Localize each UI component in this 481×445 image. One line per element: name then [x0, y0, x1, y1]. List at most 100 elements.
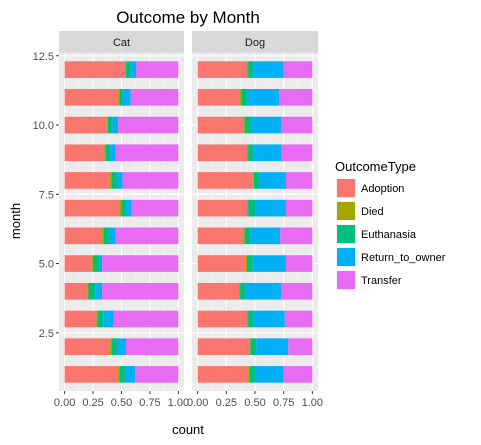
bar-segment-euthanasia	[119, 89, 123, 106]
bar-segment-transfer	[280, 227, 313, 245]
y-tick-label: 10.0	[33, 120, 54, 132]
bar-segment-euthanasia	[253, 172, 260, 189]
bar-segment-adoption	[197, 172, 253, 189]
bar-segment-return-to-owner	[126, 199, 132, 217]
bar-segment-return-to-owner	[124, 366, 136, 383]
y-axis: 2.5 5.0 7.5 10.0 12.5	[33, 51, 59, 340]
bar-segment-transfer	[126, 338, 179, 355]
bar-segment-transfer	[118, 116, 179, 134]
bar-segment-euthanasia	[249, 366, 255, 383]
bar-segment-died	[104, 144, 106, 162]
legend-title: OutcomeType	[335, 159, 416, 174]
bar-segment-died	[246, 144, 249, 162]
bar-segment-transfer	[130, 89, 179, 106]
bar-segment-died	[124, 61, 127, 78]
y-tick-label: 5.0	[39, 259, 54, 271]
bar-segment-adoption	[64, 310, 97, 328]
bar-segment-transfer	[281, 144, 313, 162]
bar-segment-transfer	[281, 282, 313, 300]
x-tick-label: 0.25	[216, 397, 237, 409]
legend-label: Euthanasia	[361, 229, 417, 241]
x-axes: 0.00 0.25 0.50 0.75 1.000.00 0.25 0.50 0.75 1.00	[54, 391, 323, 409]
legend-key	[337, 179, 355, 197]
bar-segment-transfer	[102, 255, 179, 272]
bar-segment-euthanasia	[248, 310, 254, 328]
bar-segment-transfer	[113, 310, 179, 328]
bar-segment-euthanasia	[111, 172, 117, 189]
bar-segment-died	[110, 172, 112, 189]
bar-segment-adoption	[197, 144, 247, 162]
bar-segment-adoption	[197, 255, 246, 272]
bar-segment-adoption	[197, 89, 241, 106]
x-tick-label: 0.25	[82, 397, 103, 409]
bar-segment-transfer	[136, 61, 179, 78]
x-tick-label: 0.50	[111, 397, 132, 409]
legend-entries: Adoption Died Euthanasia Return_to_owner Tra…	[336, 178, 446, 290]
bar-segment-adoption	[64, 366, 119, 383]
legend-label: Return_to_owner	[361, 252, 446, 264]
legend-entry-transfer: Transfer	[336, 270, 402, 290]
bar-segment-return-to-owner	[112, 116, 119, 134]
facet-strip	[192, 31, 318, 53]
bar-segment-died	[87, 282, 89, 300]
bar-segment-adoption	[64, 282, 88, 300]
bar-segment-died	[91, 255, 94, 272]
bar-segment-transfer	[115, 144, 179, 162]
bar-segment-adoption	[64, 338, 111, 355]
bar-segment-transfer	[285, 255, 313, 272]
bar-segment-adoption	[64, 255, 92, 272]
panel-cat: Cat	[59, 31, 184, 391]
bar-segment-return-to-owner	[255, 199, 286, 217]
bar-segment-transfer	[283, 366, 313, 383]
bar-segment-euthanasia	[240, 282, 246, 300]
x-tick-label: 1.00	[168, 397, 189, 409]
panel-dog: Dog	[192, 31, 318, 391]
bar-segment-died	[246, 199, 249, 217]
bar-segment-return-to-owner	[110, 144, 116, 162]
bar-segment-euthanasia	[244, 116, 252, 134]
bar-segment-euthanasia	[111, 338, 117, 355]
bar-segment-euthanasia	[105, 144, 111, 162]
legend-entry-adoption: Adoption	[336, 178, 404, 198]
bar-segment-return-to-owner	[245, 282, 282, 300]
facet-strip	[59, 31, 184, 53]
legend-label: Transfer	[361, 275, 402, 287]
bar-segment-adoption	[197, 338, 250, 355]
bar-segment-return-to-owner	[103, 310, 114, 328]
x-tick-label: 0.50	[244, 397, 265, 409]
y-axis-title: month	[8, 203, 23, 239]
bar-segment-euthanasia	[248, 144, 254, 162]
legend-label: Died	[361, 206, 384, 218]
bar-segment-euthanasia	[97, 310, 104, 328]
bar-segment-transfer	[135, 366, 179, 383]
bar-segment-return-to-owner	[251, 116, 282, 134]
bar-segment-died	[243, 227, 245, 245]
bar-segment-adoption	[64, 61, 125, 78]
bar-segment-return-to-owner	[108, 227, 116, 245]
x-axis-cat: 0.00 0.25 0.50 0.75 1.00	[54, 391, 189, 409]
bar-segment-died	[119, 199, 122, 217]
bar-segment-euthanasia	[248, 199, 255, 217]
bar-segment-return-to-owner	[246, 89, 280, 106]
bar-segment-return-to-owner	[253, 144, 282, 162]
bar-segment-euthanasia	[93, 255, 100, 272]
facet-strip-label: Dog	[245, 37, 265, 49]
bar-segment-euthanasia	[107, 116, 113, 134]
legend-label: Adoption	[361, 183, 404, 195]
bar-segment-transfer	[115, 227, 179, 245]
bar-segment-died	[106, 116, 108, 134]
y-tick-label: 12.5	[33, 51, 54, 63]
bar-segment-euthanasia	[103, 227, 109, 245]
y-tick-label: 7.5	[39, 189, 54, 201]
bar-segment-adoption	[64, 199, 120, 217]
bar-segment-died	[246, 61, 249, 78]
bar-segment-died	[240, 89, 242, 106]
bar-segment-adoption	[64, 89, 119, 106]
legend-entry-return-to-owner: Return_to_owner	[336, 247, 446, 267]
legend-entry-died: Died	[336, 201, 384, 221]
legend-key	[337, 202, 355, 220]
facet-panels: Cat Dog	[59, 31, 318, 391]
legend-entry-euthanasia: Euthanasia	[336, 224, 417, 244]
legend-key	[337, 225, 355, 243]
